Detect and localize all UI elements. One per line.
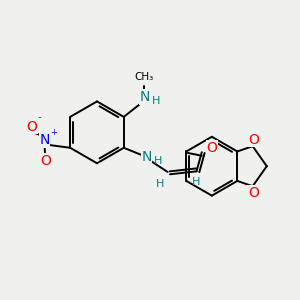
Text: O: O [248,186,259,200]
Text: H: H [152,96,160,106]
Text: N: N [39,134,50,147]
Text: H: H [154,156,162,166]
Text: -: - [37,112,41,122]
Text: CH₃: CH₃ [135,72,154,82]
Text: O: O [248,133,259,147]
Text: +: + [50,128,57,137]
Text: H: H [192,177,201,187]
Text: N: N [139,90,150,104]
Text: O: O [26,120,38,134]
Text: N: N [141,150,152,164]
Text: O: O [207,141,218,155]
Text: H: H [155,179,164,189]
Text: O: O [40,154,51,168]
